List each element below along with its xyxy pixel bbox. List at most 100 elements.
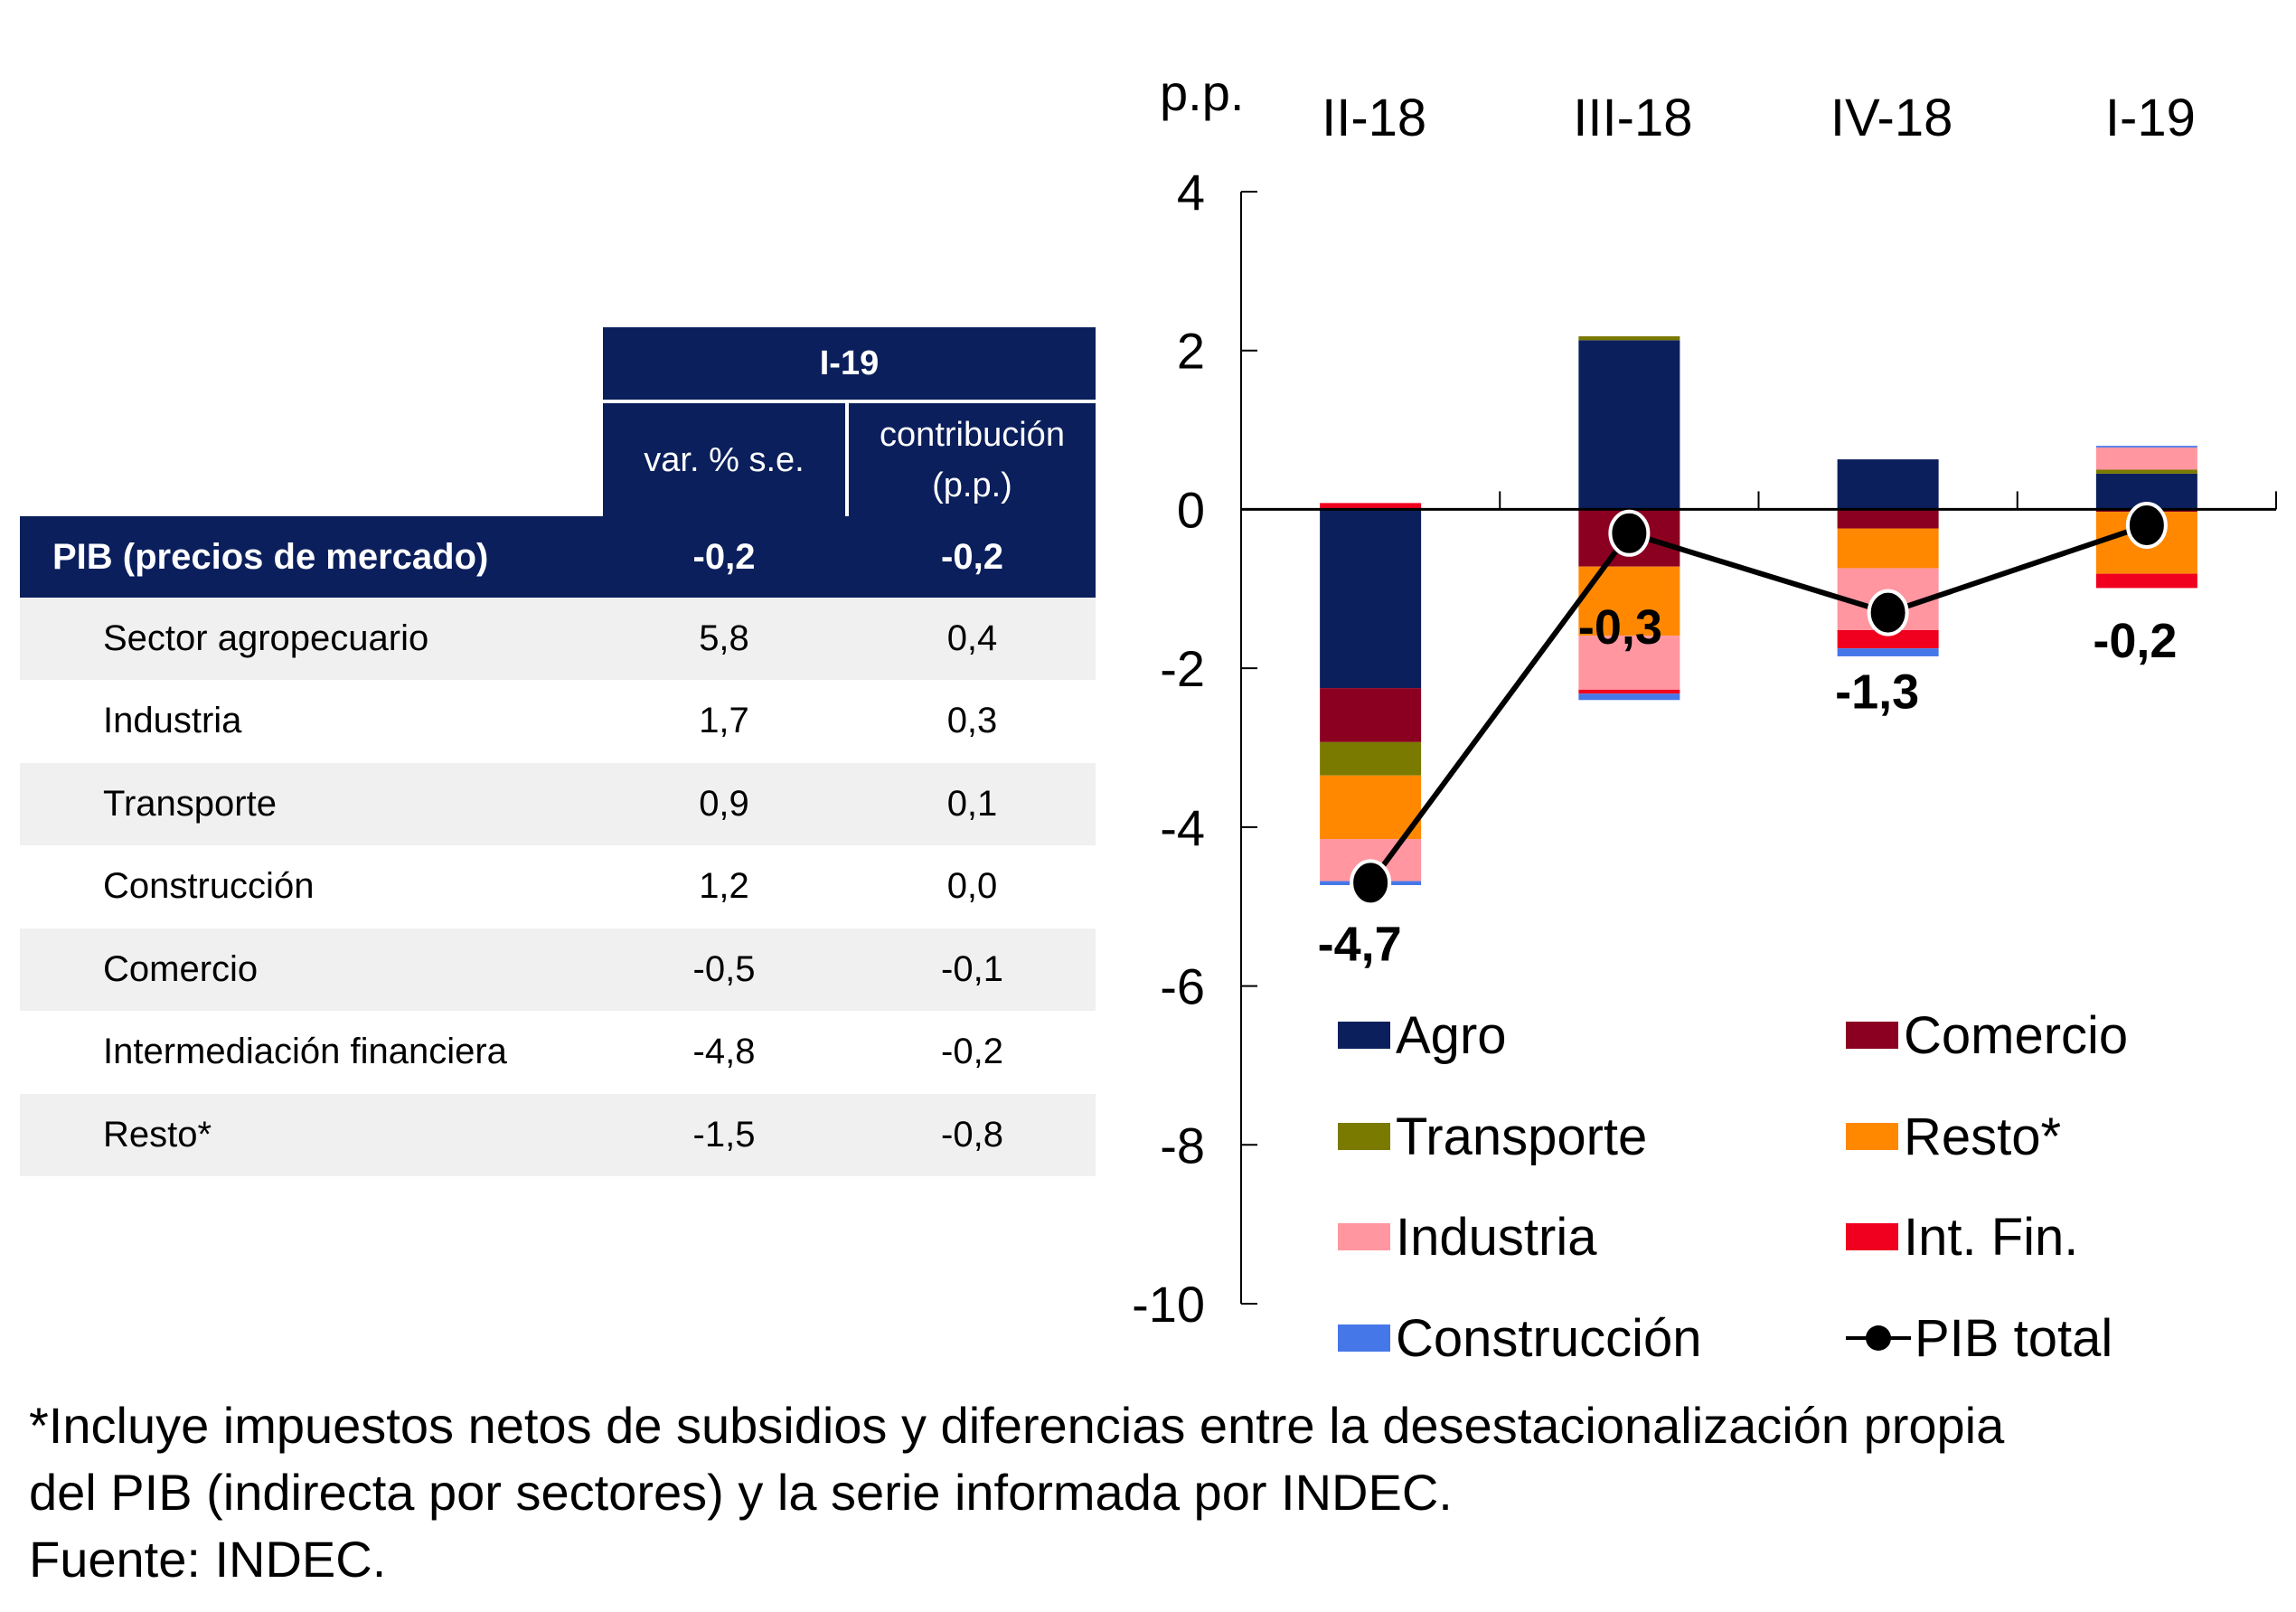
legend-item: Industria (1338, 1205, 1596, 1268)
legend-swatch (1846, 1022, 1898, 1049)
labels-layer: -4,7 -0,3 -1,3 -0,2 (1318, 600, 2178, 972)
legend-item: Comercio (1846, 1004, 2128, 1067)
row-var: -1,5 (692, 1115, 756, 1155)
row-label: Transporte (103, 784, 277, 824)
legend-item: Agro (1338, 1004, 1507, 1067)
table-row: Industria 1,7 0,3 (20, 680, 1096, 762)
axes-layer: 4 2 0 -2 -4 -6 -8 -10 p.p. II-18 III-18 IV-18 I-19 (1132, 64, 2277, 1333)
legend-line-marker-icon (1846, 1324, 1911, 1352)
bar-segment-int-fin (1837, 629, 1939, 649)
table-header-contrib-line1: contribución (880, 415, 1065, 454)
bar-segment-int-fin (2095, 573, 2197, 589)
legend-label: Resto* (1904, 1107, 2062, 1166)
pib-total-point (1350, 859, 1392, 907)
row-label: Industria (103, 701, 242, 740)
row-var: 1,2 (699, 866, 749, 906)
legend-swatch (1338, 1123, 1390, 1150)
pib-total-point (1608, 509, 1651, 557)
category-label: I-19 (2105, 89, 2196, 147)
y-tick-label: -2 (1160, 640, 1205, 697)
legend-item: Transporte (1338, 1105, 1647, 1168)
legend-label: Agro (1396, 1005, 1507, 1065)
row-label: Intermediación financiera (103, 1032, 507, 1071)
table-row: Construcción 1,2 0,0 (20, 845, 1096, 928)
legend-swatch (1338, 1324, 1390, 1352)
row-label: Construcción (103, 866, 315, 906)
bar-segment-industria (1578, 636, 1680, 690)
bar-segment-construcci-n (1578, 693, 1680, 701)
category-label: III-18 (1573, 89, 1692, 147)
pib-total-point (1867, 589, 1909, 636)
y-tick-label: -8 (1160, 1117, 1205, 1174)
row-contrib: -0,2 (941, 1032, 1003, 1071)
bars-layer (1320, 335, 2197, 885)
bar-segment-agro (1578, 340, 1680, 510)
bar-segment-transporte (1578, 335, 1680, 341)
legend-label: Industria (1396, 1207, 1597, 1267)
bar-segment-transporte (2095, 469, 2197, 474)
bar-segment-comercio (1320, 688, 1422, 742)
y-tick-label: -6 (1160, 958, 1205, 1015)
pib-data-label: -4,7 (1318, 917, 1402, 971)
table-row: Comercio -0,5 -0,1 (20, 929, 1096, 1011)
row-contrib: -0,8 (941, 1115, 1003, 1155)
legend-item: PIB total (1846, 1306, 2113, 1370)
legend-label: PIB total (1915, 1308, 2113, 1368)
stacked-contribution-chart: 4 2 0 -2 -4 -6 -8 -10 p.p. II-18 III-18 IV-18 I-19 -… (1132, 64, 2277, 1333)
row-contrib: 0,4 (946, 618, 998, 658)
row-label: Comercio (103, 949, 259, 989)
pib-total-line (1368, 523, 2148, 885)
bar-segment-int-fin (1578, 689, 1680, 694)
footnote-source: Fuente: INDEC. (29, 1531, 387, 1588)
table-header-contrib-line2: (p.p.) (932, 466, 1012, 504)
legend-swatch (1338, 1022, 1390, 1049)
pib-total-line-layer (1350, 502, 2168, 907)
pib-data-label: -0,2 (2093, 614, 2177, 668)
table-row: Intermediación financiera -4,8 -0,2 (20, 1011, 1096, 1093)
legend-item: Int. Fin. (1846, 1205, 2078, 1268)
pib-total-point (2125, 502, 2168, 549)
legend-swatch (1846, 1123, 1898, 1150)
pib-data-label: -1,3 (1835, 665, 1919, 720)
bar-segment-construcci-n (1837, 648, 1939, 656)
legend-label: Int. Fin. (1904, 1207, 2079, 1267)
row-contrib: 0,3 (946, 701, 998, 740)
bar-segment-agro (1837, 459, 1939, 510)
bar-segment-resto (1837, 528, 1939, 569)
category-label: II-18 (1322, 89, 1426, 147)
row-var: -4,8 (692, 1032, 756, 1071)
footnote-line-1: *Incluye impuestos netos de subsidios y … (29, 1397, 2005, 1454)
y-tick-label: 2 (1177, 323, 1205, 380)
footnote: *Incluye impuestos netos de subsidios y … (29, 1392, 2289, 1593)
legend-item: Resto* (1846, 1105, 2061, 1168)
bar-segment-comercio (1837, 509, 1939, 529)
row-contrib: 0,0 (946, 866, 998, 906)
legend-item: Construcción (1338, 1306, 1701, 1370)
row-var: -0,5 (692, 949, 756, 989)
y-axis-unit-label: p.p. (1160, 64, 1244, 121)
table-header-period: I-19 (603, 327, 1096, 400)
row-var: 1,7 (699, 701, 749, 740)
y-tick-label: 4 (1177, 164, 1205, 221)
pib-data-label: -0,3 (1578, 600, 1662, 655)
row-contrib: -0,2 (941, 536, 1003, 577)
row-var: 5,8 (699, 618, 749, 658)
row-label: Resto* (103, 1115, 212, 1155)
bar-segment-resto (1320, 775, 1422, 840)
category-label: IV-18 (1830, 89, 1953, 147)
table-row: Resto* -1,5 -0,8 (20, 1094, 1096, 1176)
table-row: Sector agropecuario 5,8 0,4 (20, 598, 1096, 680)
bar-segment-int-fin (1320, 503, 1422, 510)
table-header-var: var. % s.e. (603, 403, 845, 516)
bar-segment-agro (1320, 509, 1422, 689)
row-var: -0,2 (692, 536, 756, 577)
legend-swatch (1846, 1223, 1898, 1250)
table-header-contrib: contribución (p.p.) (849, 403, 1096, 516)
y-tick-label: -4 (1160, 799, 1205, 856)
row-label: PIB (precios de mercado) (52, 536, 489, 577)
legend-label: Comercio (1904, 1005, 2129, 1065)
legend-label: Transporte (1396, 1107, 1648, 1166)
row-contrib: 0,1 (946, 784, 998, 824)
row-var: 0,9 (699, 784, 749, 824)
row-label: Sector agropecuario (103, 618, 429, 658)
